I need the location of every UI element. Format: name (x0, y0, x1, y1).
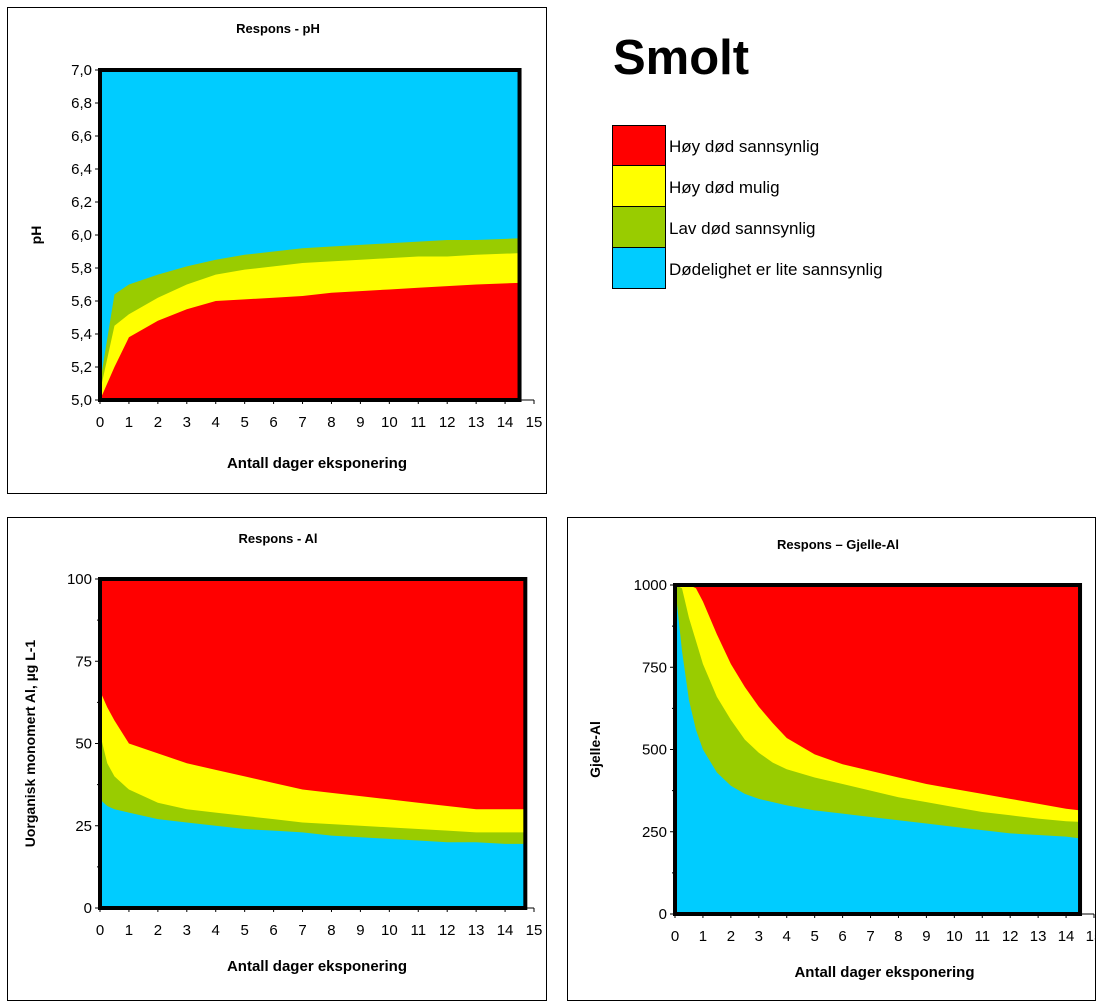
chart-title: Respons - Al (239, 531, 318, 546)
x-tick-label: 11 (410, 922, 426, 939)
x-tick-label: 1 (699, 928, 707, 945)
x-tick-label: 4 (783, 928, 791, 945)
x-tick-label: 6 (269, 414, 277, 431)
y-axis-label: pH (28, 226, 44, 245)
area-death-unlikely (100, 799, 526, 908)
y-tick-label: 250 (642, 824, 667, 841)
y-tick-label: 6,0 (71, 227, 92, 244)
x-tick-label: 5 (240, 414, 248, 431)
x-tick-label: 4 (212, 414, 220, 431)
y-tick-label: 5,2 (71, 359, 92, 376)
y-tick-label: 6,8 (71, 95, 92, 112)
x-tick-label: 15 (526, 922, 543, 939)
y-tick-label: 25 (75, 818, 92, 835)
x-axis-label: Antall dager eksponering (227, 958, 407, 975)
y-tick-label: 5,6 (71, 293, 92, 310)
x-tick-label: 2 (154, 922, 162, 939)
x-tick-label: 3 (755, 928, 763, 945)
y-tick-label: 50 (75, 736, 92, 753)
legend-swatch-red (612, 125, 666, 166)
x-tick-label: 7 (298, 922, 306, 939)
chart-panel-gjelle-al: 012345678910111213141502505007501000Resp… (567, 517, 1096, 1001)
chart-gjelle-al: 012345678910111213141502505007501000Resp… (587, 537, 1095, 981)
x-tick-label: 11 (410, 414, 426, 431)
x-tick-label: 4 (212, 922, 220, 939)
x-tick-label: 3 (183, 414, 191, 431)
legend-swatch-yellow (612, 166, 666, 207)
x-tick-label: 0 (96, 922, 104, 939)
x-tick-label: 9 (356, 414, 364, 431)
x-axis-label: Antall dager eksponering (794, 964, 974, 981)
x-tick-label: 15 (1086, 928, 1095, 945)
legend-label: Dødelighet er lite sannsynlig (669, 260, 883, 279)
x-tick-label: 0 (671, 928, 679, 945)
x-tick-label: 14 (1058, 928, 1075, 945)
x-tick-label: 6 (838, 928, 846, 945)
y-tick-label: 0 (84, 900, 92, 917)
y-tick-label: 6,6 (71, 128, 92, 145)
y-tick-label: 1000 (634, 577, 667, 594)
area-high-death-likely (100, 282, 520, 400)
x-tick-label: 11 (974, 928, 990, 945)
y-axis-label: Uorganisk monomert Al, µg L-1 (22, 640, 38, 848)
x-tick-label: 8 (327, 414, 335, 431)
x-tick-label: 10 (381, 922, 398, 939)
legend-swatch-blue (612, 248, 666, 289)
x-tick-label: 13 (468, 922, 485, 939)
x-tick-label: 13 (468, 414, 485, 431)
y-tick-label: 5,0 (71, 392, 92, 409)
y-tick-label: 6,2 (71, 194, 92, 211)
x-tick-label: 3 (183, 922, 191, 939)
page-title: Smolt (613, 31, 750, 85)
x-axis-label: Antall dager eksponering (227, 455, 407, 472)
x-tick-label: 9 (356, 922, 364, 939)
x-tick-label: 8 (894, 928, 902, 945)
y-tick-label: 75 (75, 653, 92, 670)
x-tick-label: 0 (96, 414, 104, 431)
area-death-unlikely (675, 585, 1081, 914)
y-tick-label: 500 (642, 742, 667, 759)
x-tick-label: 10 (381, 414, 398, 431)
x-tick-label: 12 (439, 414, 456, 431)
legend-label: Lav død sannsynlig (669, 219, 816, 238)
legend-swatch-green (612, 207, 666, 248)
chart-title: Respons - pH (236, 21, 320, 36)
x-tick-label: 5 (240, 922, 248, 939)
x-tick-label: 15 (526, 414, 543, 431)
x-tick-label: 12 (1002, 928, 1019, 945)
x-tick-label: 5 (810, 928, 818, 945)
y-tick-label: 750 (642, 659, 667, 676)
x-tick-label: 7 (866, 928, 874, 945)
x-tick-label: 12 (439, 922, 456, 939)
x-tick-label: 14 (497, 414, 514, 431)
x-tick-label: 2 (154, 414, 162, 431)
x-tick-label: 13 (1030, 928, 1047, 945)
y-tick-label: 100 (67, 571, 92, 588)
x-tick-label: 8 (327, 922, 335, 939)
chart-panel-al: 0 1 2 3 4 5 6 7 8 9 10 11 12 13 14 15 0 25 50 75 100 Respons … (7, 517, 547, 1001)
x-tick-label: 7 (298, 414, 306, 431)
x-tick-label: 2 (727, 928, 735, 945)
x-tick-label: 1 (125, 414, 133, 431)
chart-al: 0 1 2 3 4 5 6 7 8 9 10 11 12 13 14 150255075100Respons … (22, 531, 543, 975)
legend-label: Høy død sannsynlig (669, 137, 820, 156)
chart-title: Respons – Gjelle-Al (777, 537, 899, 552)
x-tick-label: 1 (125, 922, 133, 939)
x-tick-label: 9 (922, 928, 930, 945)
y-tick-label: 0 (659, 906, 667, 923)
y-tick-label: 7,0 (71, 62, 92, 79)
x-tick-label: 14 (497, 922, 514, 939)
y-tick-label: 5,4 (71, 326, 92, 343)
y-axis-label: Gjelle-Al (587, 721, 603, 778)
y-tick-label: 6,4 (71, 161, 92, 178)
y-tick-label: 5,8 (71, 260, 92, 277)
legend-label: Høy død mulig (669, 178, 780, 197)
x-tick-label: 10 (946, 928, 963, 945)
chart-ph: 0 1 2 3 4 5 6 7 8 9 10 11 12 13 14 155,05,25,45,65,86,0… (28, 21, 543, 472)
x-tick-label: 6 (269, 922, 277, 939)
chart-panel-ph: 0 1 2 3 4 5 6 7 8 9 10 11 12 13 14 15 5,0 5,2 5,4 5,6 5,8 6,0… (7, 7, 547, 494)
